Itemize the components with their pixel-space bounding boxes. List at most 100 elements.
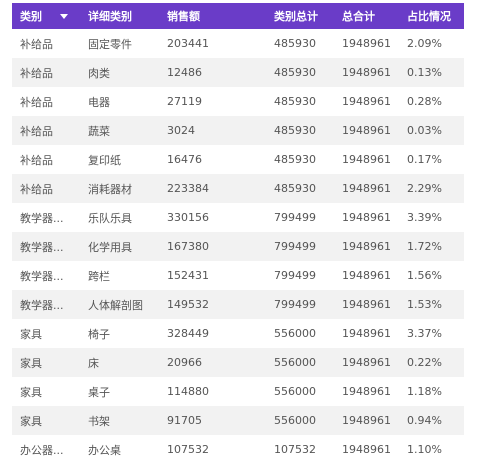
cell-ratio: 0.17% bbox=[407, 153, 442, 166]
cell-category: 家具 bbox=[20, 385, 42, 399]
table-row[interactable]: 家具 椅子 328449 556000 1948961 3.37% bbox=[12, 319, 464, 348]
cell-grand-total: 1948961 bbox=[342, 37, 391, 50]
cell-grand-total: 1948961 bbox=[342, 211, 391, 224]
column-header-label: 类别 bbox=[20, 10, 42, 23]
cell-detail-category: 办公桌 bbox=[88, 443, 121, 457]
cell-category: 教学器... bbox=[20, 240, 64, 254]
cell-sales: 27119 bbox=[167, 95, 202, 108]
chevron-down-icon[interactable] bbox=[60, 13, 68, 19]
cell-sales: 328449 bbox=[167, 327, 209, 340]
cell-category: 补给品 bbox=[20, 95, 53, 109]
cell-ratio: 0.03% bbox=[407, 124, 442, 137]
table-row[interactable]: 家具 床 20966 556000 1948961 0.22% bbox=[12, 348, 464, 377]
cell-ratio: 0.94% bbox=[407, 414, 442, 427]
column-header-label: 类别总计 bbox=[274, 10, 318, 23]
cell-grand-total: 1948961 bbox=[342, 182, 391, 195]
cell-category-total: 107532 bbox=[274, 443, 316, 456]
cell-grand-total: 1948961 bbox=[342, 240, 391, 253]
cell-ratio: 1.56% bbox=[407, 269, 442, 282]
cell-detail-category: 人体解剖图 bbox=[88, 298, 143, 312]
cell-sales: 16476 bbox=[167, 153, 202, 166]
cell-detail-category: 床 bbox=[88, 356, 99, 370]
cell-detail-category: 跨栏 bbox=[88, 269, 110, 283]
cell-sales: 330156 bbox=[167, 211, 209, 224]
table-row[interactable]: 补给品 肉类 12486 485930 1948961 0.13% bbox=[12, 58, 464, 87]
cell-category-total: 485930 bbox=[274, 95, 316, 108]
table-row[interactable]: 教学器... 人体解剖图 149532 799499 1948961 1.53% bbox=[12, 290, 464, 319]
cell-detail-category: 椅子 bbox=[88, 327, 110, 341]
cell-detail-category: 书架 bbox=[88, 414, 110, 428]
table-row[interactable]: 教学器... 化学用具 167380 799499 1948961 1.72% bbox=[12, 232, 464, 261]
cell-ratio: 1.10% bbox=[407, 443, 442, 456]
cell-detail-category: 电器 bbox=[88, 95, 110, 109]
cell-grand-total: 1948961 bbox=[342, 95, 391, 108]
column-header-label: 总合计 bbox=[342, 10, 375, 23]
cell-category: 补给品 bbox=[20, 37, 53, 51]
cell-grand-total: 1948961 bbox=[342, 153, 391, 166]
cell-grand-total: 1948961 bbox=[342, 269, 391, 282]
cell-sales: 91705 bbox=[167, 414, 202, 427]
column-header-detail-category[interactable]: 详细类别 bbox=[80, 3, 159, 29]
table-row[interactable]: 家具 书架 91705 556000 1948961 0.94% bbox=[12, 406, 464, 435]
column-header-label: 销售额 bbox=[167, 10, 200, 23]
column-header-label: 占比情况 bbox=[407, 10, 451, 23]
cell-sales: 149532 bbox=[167, 298, 209, 311]
cell-ratio: 1.72% bbox=[407, 240, 442, 253]
column-header-grand-total[interactable]: 总合计 bbox=[334, 3, 399, 29]
cell-sales: 107532 bbox=[167, 443, 209, 456]
column-header-category[interactable]: 类别 bbox=[12, 3, 80, 29]
cell-sales: 223384 bbox=[167, 182, 209, 195]
column-header-ratio[interactable]: 占比情况 bbox=[399, 3, 464, 29]
cell-category: 补给品 bbox=[20, 124, 53, 138]
cell-detail-category: 复印纸 bbox=[88, 153, 121, 167]
cell-category-total: 556000 bbox=[274, 414, 316, 427]
table-row[interactable]: 家具 桌子 114880 556000 1948961 1.18% bbox=[12, 377, 464, 406]
cell-detail-category: 肉类 bbox=[88, 66, 110, 80]
cell-ratio: 1.18% bbox=[407, 385, 442, 398]
table-row[interactable]: 补给品 电器 27119 485930 1948961 0.28% bbox=[12, 87, 464, 116]
sales-table: 类别 详细类别 销售额 类别总计 总合计 占比情况 补给品 固定零件 203441 4… bbox=[12, 3, 464, 464]
cell-category-total: 485930 bbox=[274, 66, 316, 79]
cell-category-total: 556000 bbox=[274, 356, 316, 369]
table-row[interactable]: 教学器... 乐队乐具 330156 799499 1948961 3.39% bbox=[12, 203, 464, 232]
cell-category: 补给品 bbox=[20, 153, 53, 167]
cell-category-total: 485930 bbox=[274, 37, 316, 50]
table-row[interactable]: 补给品 蔬菜 3024 485930 1948961 0.03% bbox=[12, 116, 464, 145]
cell-ratio: 0.28% bbox=[407, 95, 442, 108]
cell-ratio: 2.09% bbox=[407, 37, 442, 50]
cell-grand-total: 1948961 bbox=[342, 443, 391, 456]
column-header-label: 详细类别 bbox=[88, 10, 132, 23]
table-row[interactable]: 办公器... 办公桌 107532 107532 1948961 1.10% bbox=[12, 435, 464, 464]
cell-category-total: 485930 bbox=[274, 124, 316, 137]
cell-detail-category: 固定零件 bbox=[88, 37, 132, 51]
cell-grand-total: 1948961 bbox=[342, 327, 391, 340]
cell-sales: 152431 bbox=[167, 269, 209, 282]
cell-category-total: 799499 bbox=[274, 211, 316, 224]
cell-category: 家具 bbox=[20, 327, 42, 341]
table-header: 类别 详细类别 销售额 类别总计 总合计 占比情况 bbox=[12, 3, 464, 29]
cell-sales: 167380 bbox=[167, 240, 209, 253]
table-row[interactable]: 教学器... 跨栏 152431 799499 1948961 1.56% bbox=[12, 261, 464, 290]
cell-category: 办公器... bbox=[20, 443, 64, 457]
column-header-sales[interactable]: 销售额 bbox=[159, 3, 266, 29]
cell-grand-total: 1948961 bbox=[342, 66, 391, 79]
cell-sales: 3024 bbox=[167, 124, 195, 137]
cell-category: 家具 bbox=[20, 356, 42, 370]
column-header-category-total[interactable]: 类别总计 bbox=[266, 3, 334, 29]
cell-category: 补给品 bbox=[20, 182, 53, 196]
table-row[interactable]: 补给品 固定零件 203441 485930 1948961 2.09% bbox=[12, 29, 464, 58]
cell-category-total: 799499 bbox=[274, 269, 316, 282]
cell-category-total: 556000 bbox=[274, 327, 316, 340]
cell-category: 补给品 bbox=[20, 66, 53, 80]
table-body: 补给品 固定零件 203441 485930 1948961 2.09% 补给品 肉类 1248… bbox=[12, 29, 464, 464]
cell-detail-category: 乐队乐具 bbox=[88, 211, 132, 225]
cell-category: 教学器... bbox=[20, 269, 64, 283]
cell-detail-category: 化学用具 bbox=[88, 240, 132, 254]
cell-grand-total: 1948961 bbox=[342, 414, 391, 427]
cell-category: 家具 bbox=[20, 414, 42, 428]
cell-detail-category: 桌子 bbox=[88, 385, 110, 399]
cell-detail-category: 消耗器材 bbox=[88, 182, 132, 196]
table-row[interactable]: 补给品 复印纸 16476 485930 1948961 0.17% bbox=[12, 145, 464, 174]
cell-sales: 203441 bbox=[167, 37, 209, 50]
table-row[interactable]: 补给品 消耗器材 223384 485930 1948961 2.29% bbox=[12, 174, 464, 203]
